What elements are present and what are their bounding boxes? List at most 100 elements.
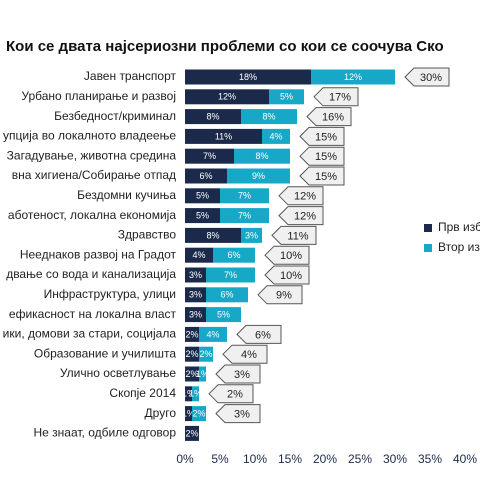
category-label: Јавен транспорт xyxy=(84,69,177,83)
total-callout xyxy=(306,107,352,127)
category-label: Урбано планирање и развој xyxy=(21,89,176,103)
total-callout xyxy=(271,225,317,245)
total-label: 12% xyxy=(294,191,316,203)
value-label: 2% xyxy=(185,329,198,339)
value-label: 8% xyxy=(255,151,268,161)
value-label: 8% xyxy=(262,111,275,121)
bar-segment xyxy=(185,128,262,144)
total-label: 2% xyxy=(227,389,243,401)
bar-segment xyxy=(185,406,192,422)
value-label: 11% xyxy=(215,131,232,141)
value-label: 12% xyxy=(344,72,362,82)
total-callout xyxy=(236,324,282,344)
category-label: вна хигиена/Собирање отпад xyxy=(12,168,176,182)
value-label: 2% xyxy=(185,428,198,438)
bar-segment xyxy=(185,267,206,283)
bar-segment xyxy=(206,287,248,303)
total-callout xyxy=(208,384,254,404)
total-label: 15% xyxy=(315,131,337,143)
x-tick-label: 40% xyxy=(453,452,477,466)
bar-segment xyxy=(185,208,220,224)
value-label: 1% xyxy=(196,369,209,379)
category-label: Бездомни кучиња xyxy=(77,188,176,202)
x-tick-label: 5% xyxy=(211,452,229,466)
x-tick-label: 0% xyxy=(176,452,194,466)
bar-segment xyxy=(185,69,311,85)
category-label: ефикасност на локална власт xyxy=(9,307,177,321)
total-callout xyxy=(299,146,345,166)
total-label: 3% xyxy=(234,369,250,381)
category-label: Друго xyxy=(145,406,177,420)
bar-segment xyxy=(311,69,395,85)
total-label: 17% xyxy=(329,92,351,104)
value-label: 4% xyxy=(192,250,205,260)
value-label: 18% xyxy=(239,72,257,82)
bar-segment xyxy=(185,188,220,204)
x-tick-label: 35% xyxy=(418,452,442,466)
bar-segment xyxy=(220,188,269,204)
total-callout xyxy=(257,285,303,305)
total-callout xyxy=(278,206,324,226)
bar-segment xyxy=(206,307,241,323)
value-label: 7% xyxy=(224,270,237,280)
total-label: 10% xyxy=(280,250,302,262)
value-label: 7% xyxy=(238,210,251,220)
value-label: 9% xyxy=(252,171,265,181)
total-label: 9% xyxy=(276,290,292,302)
bar-segment xyxy=(199,346,213,362)
bar-segment xyxy=(185,346,199,362)
bar-segment xyxy=(185,227,241,243)
bar-segment xyxy=(199,366,206,382)
value-label: 4% xyxy=(269,131,282,141)
bar-segment xyxy=(185,247,213,263)
total-label: 10% xyxy=(280,270,302,282)
bar-segment xyxy=(241,227,262,243)
total-callout xyxy=(404,67,450,87)
bar-segment xyxy=(185,366,199,382)
value-label: 5% xyxy=(280,92,293,102)
bar-segment xyxy=(220,208,269,224)
value-label: 3% xyxy=(189,309,202,319)
value-label: 7% xyxy=(203,151,216,161)
total-label: 4% xyxy=(241,349,257,361)
category-label: Нееднаков развој на Градот xyxy=(20,247,177,261)
value-label: 6% xyxy=(220,290,233,300)
bar-segment xyxy=(185,307,206,323)
bar-segment xyxy=(199,326,227,342)
bar-segment xyxy=(185,287,206,303)
total-callout xyxy=(215,404,261,424)
value-label: 2% xyxy=(185,349,198,359)
category-label: Скопје 2014 xyxy=(109,386,176,400)
category-label: Образование и училишта xyxy=(34,346,176,360)
bar-segment xyxy=(227,168,290,184)
value-label: 2% xyxy=(199,349,212,359)
value-label: 8% xyxy=(206,111,219,121)
bar-segment xyxy=(185,89,269,105)
x-tick-label: 20% xyxy=(313,452,337,466)
value-label: 5% xyxy=(196,191,209,201)
x-tick-label: 30% xyxy=(383,452,407,466)
total-label: 15% xyxy=(315,151,337,163)
bar-segment xyxy=(192,406,206,422)
category-label: двање со вода и канализација xyxy=(6,267,176,281)
total-label: 30% xyxy=(420,72,442,84)
total-label: 12% xyxy=(294,211,316,223)
total-callout xyxy=(264,265,310,285)
bar-segment xyxy=(234,148,290,164)
category-label: Загадување, животна средина xyxy=(7,148,177,162)
total-label: 11% xyxy=(287,230,308,242)
x-tick-label: 10% xyxy=(243,452,267,466)
value-label: 1% xyxy=(182,408,195,418)
total-label: 3% xyxy=(234,409,250,421)
value-label: 7% xyxy=(238,191,251,201)
bar-segment xyxy=(185,109,241,125)
category-label: Безбедност/криминал xyxy=(54,109,176,123)
bar-segment xyxy=(185,326,199,342)
value-label: 4% xyxy=(206,329,219,339)
category-label: аботеност, локална економија xyxy=(8,208,176,222)
bar-segment xyxy=(192,386,199,402)
value-label: 1% xyxy=(182,389,195,399)
bar-segment xyxy=(185,386,192,402)
bar-segment xyxy=(269,89,304,105)
